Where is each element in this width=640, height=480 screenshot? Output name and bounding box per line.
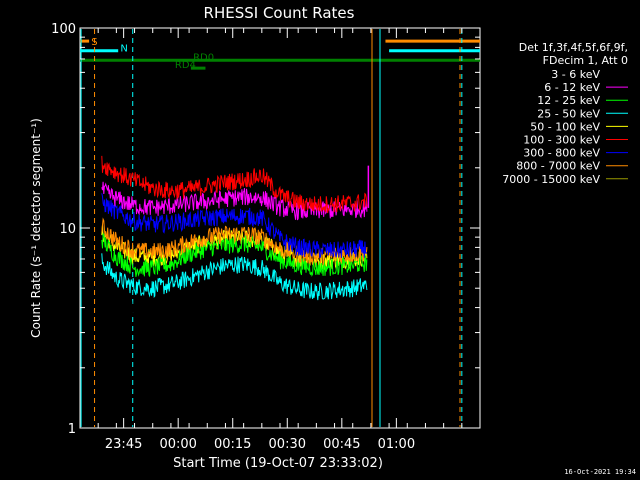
- y-tick-label: 100: [51, 22, 76, 37]
- legend-entry-label: 12 - 25 keV: [537, 94, 600, 107]
- flag-label-rd0: RD0: [193, 53, 214, 64]
- flag-label-n: N: [120, 43, 127, 54]
- vertical-markers: [80, 29, 463, 427]
- chart-title: RHESSI Count Rates: [204, 4, 355, 22]
- series-line: [101, 181, 368, 221]
- legend-entry-label: 3 - 6 keV: [551, 68, 600, 81]
- series-layer: [101, 155, 370, 316]
- legend-entry-label: 7000 - 15000 keV: [502, 173, 600, 186]
- series-line: [101, 217, 368, 266]
- x-tick-label: 00:00: [159, 437, 196, 452]
- legend-entry-label: 300 - 800 keV: [523, 147, 600, 160]
- y-tick-label: 1: [68, 422, 76, 437]
- legend-entry-label: 800 - 7000 keV: [516, 160, 600, 173]
- x-tick-label: 01:00: [378, 437, 415, 452]
- legend-header-line-1: Det 1f,3f,4f,5f,6f,9f,: [519, 41, 628, 54]
- legend: Det 1f,3f,4f,5f,6f,9f, FDecim 1, Att 0 3…: [502, 41, 628, 186]
- legend-entry-label: 6 - 12 keV: [544, 81, 600, 94]
- footer-date: 16-Oct-2021 19:34: [564, 468, 636, 476]
- series-line: [101, 193, 368, 259]
- x-tick-label: 00:45: [323, 437, 360, 452]
- legend-entry-label: 50 - 100 keV: [530, 120, 600, 133]
- legend-entry-label: 25 - 50 keV: [537, 107, 600, 120]
- flag-label-rd4: RD4: [175, 60, 196, 71]
- x-tick-label: 23:45: [105, 437, 142, 452]
- flag-bars: SNRD0RD4: [80, 37, 480, 71]
- legend-header-line-2: FDecim 1, Att 0: [543, 54, 628, 67]
- y-tick-label: 10: [59, 222, 76, 237]
- legend-entry-label: 100 - 300 keV: [523, 134, 600, 147]
- x-tick-label: 00:15: [214, 437, 251, 452]
- plot-frame: [79, 27, 481, 429]
- x-axis: 23:45 00:00 00:15 00:30 00:45 01:00: [79, 28, 481, 452]
- x-tick-label: 00:30: [269, 437, 306, 452]
- series-line: [101, 253, 368, 301]
- y-axis: 1 10 100: [51, 22, 480, 437]
- x-axis-label: Start Time (19-Oct-07 23:33:02): [173, 456, 383, 471]
- series-line: [101, 155, 368, 214]
- y-axis-label: Count Rate (s⁻¹ detector segment⁻¹): [29, 118, 43, 338]
